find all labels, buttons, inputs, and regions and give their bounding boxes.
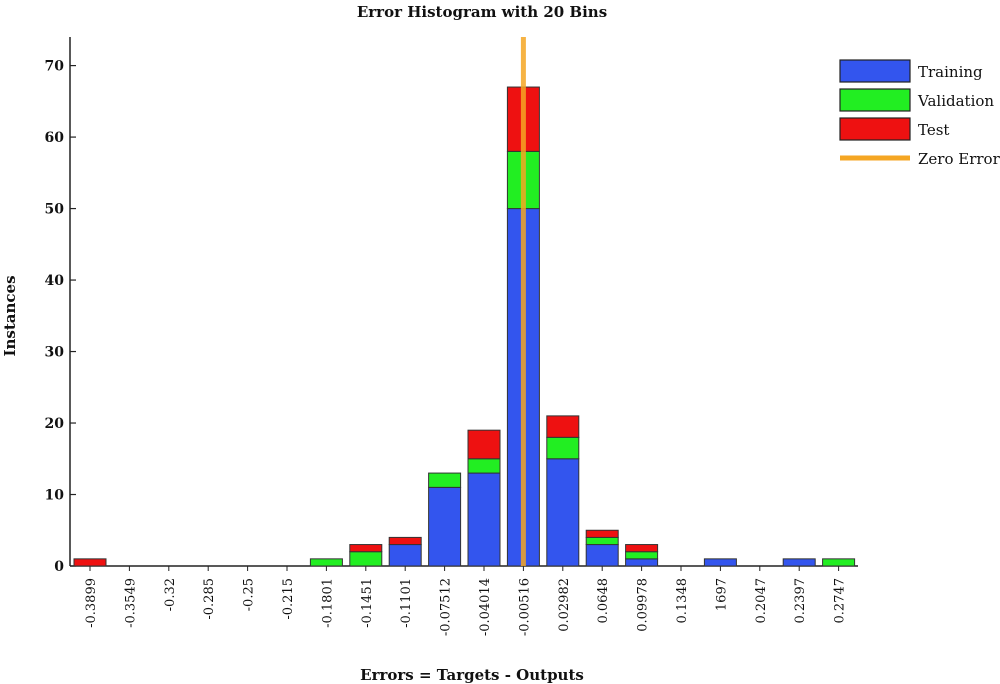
x-tick-label: 1697 xyxy=(714,578,729,611)
legend-swatch-training xyxy=(839,59,911,83)
bar-validation-9 xyxy=(428,472,462,488)
bar-validation-7 xyxy=(349,551,383,567)
x-axis-label: Errors = Targets - Outputs xyxy=(360,666,584,684)
x-tick-label: 0.2397 xyxy=(793,578,808,624)
x-tick-label: -0.07512 xyxy=(439,578,454,636)
bar-validation-14 xyxy=(625,551,659,560)
x-tick-label: -0.1451 xyxy=(360,578,375,628)
chart-title: Error Histogram with 20 Bins xyxy=(357,3,607,21)
legend: Training Validation Test Zero Error xyxy=(839,59,1000,168)
x-axis: -0.3899 -0.3549 -0.32 -0.285 -0.25 -0.215 -0.1… xyxy=(70,565,858,636)
bar-training-16 xyxy=(703,558,737,567)
y-axis: 0 10 20 30 40 50 60 70 xyxy=(45,37,76,575)
x-tick-label: -0.285 xyxy=(202,578,217,620)
bar-training-18 xyxy=(782,558,816,567)
bar-test-8 xyxy=(388,536,422,546)
legend-label-validation: Validation xyxy=(917,92,994,110)
bar-validation-10 xyxy=(467,458,501,474)
legend-label-training: Training xyxy=(918,63,983,81)
x-tick-label: 0.0648 xyxy=(596,578,611,624)
x-tick-label: -0.00516 xyxy=(517,578,532,636)
histogram-bars xyxy=(73,86,856,567)
bar-training-13 xyxy=(585,544,619,567)
bar-validation-6 xyxy=(309,558,343,567)
bar-test-7 xyxy=(349,544,383,553)
legend-label-zero-error: Zero Error xyxy=(918,150,1000,168)
bar-test-10 xyxy=(467,429,501,460)
y-tick-label: 60 xyxy=(45,130,65,146)
x-tick-label: 0.2747 xyxy=(833,578,848,624)
x-tick-label: -0.215 xyxy=(281,578,296,620)
y-tick-label: 0 xyxy=(54,559,64,575)
x-tick-label: 0.2047 xyxy=(754,578,769,624)
bar-training-8 xyxy=(388,544,422,567)
bar-training-10 xyxy=(467,472,501,567)
bar-validation-13 xyxy=(585,536,619,546)
x-tick-label: -0.1801 xyxy=(320,578,335,628)
y-tick-label: 10 xyxy=(45,488,65,504)
bar-training-12 xyxy=(546,458,580,567)
legend-label-test: Test xyxy=(918,121,949,139)
bar-test-12 xyxy=(546,415,580,438)
bar-test-14 xyxy=(625,544,659,553)
bar-validation-12 xyxy=(546,436,580,460)
x-tick-label: 0.09978 xyxy=(636,578,651,632)
bar-test-13 xyxy=(585,529,619,538)
y-tick-label: 20 xyxy=(45,416,65,432)
x-tick-label: 0.02982 xyxy=(557,578,572,632)
y-tick-label: 50 xyxy=(45,202,65,218)
x-tick-label: -0.3899 xyxy=(84,578,99,628)
x-tick-label: -0.1101 xyxy=(399,578,414,628)
x-tick-label: -0.3549 xyxy=(123,578,138,628)
legend-swatch-validation xyxy=(839,88,911,112)
legend-swatch-test xyxy=(839,117,911,141)
y-axis-label: Instances xyxy=(1,275,19,356)
x-tick-label: -0.32 xyxy=(163,578,178,611)
y-tick-label: 40 xyxy=(45,273,65,289)
x-tick-label: -0.04014 xyxy=(478,578,493,636)
x-tick-label: 0.1348 xyxy=(675,578,690,624)
y-tick-label: 70 xyxy=(45,59,65,75)
bar-validation-19 xyxy=(822,558,856,567)
bar-training-9 xyxy=(428,486,462,567)
x-tick-label: -0.25 xyxy=(242,578,257,611)
bar-test-0 xyxy=(73,558,107,567)
y-tick-label: 30 xyxy=(45,345,65,361)
bar-training-14 xyxy=(625,558,659,567)
